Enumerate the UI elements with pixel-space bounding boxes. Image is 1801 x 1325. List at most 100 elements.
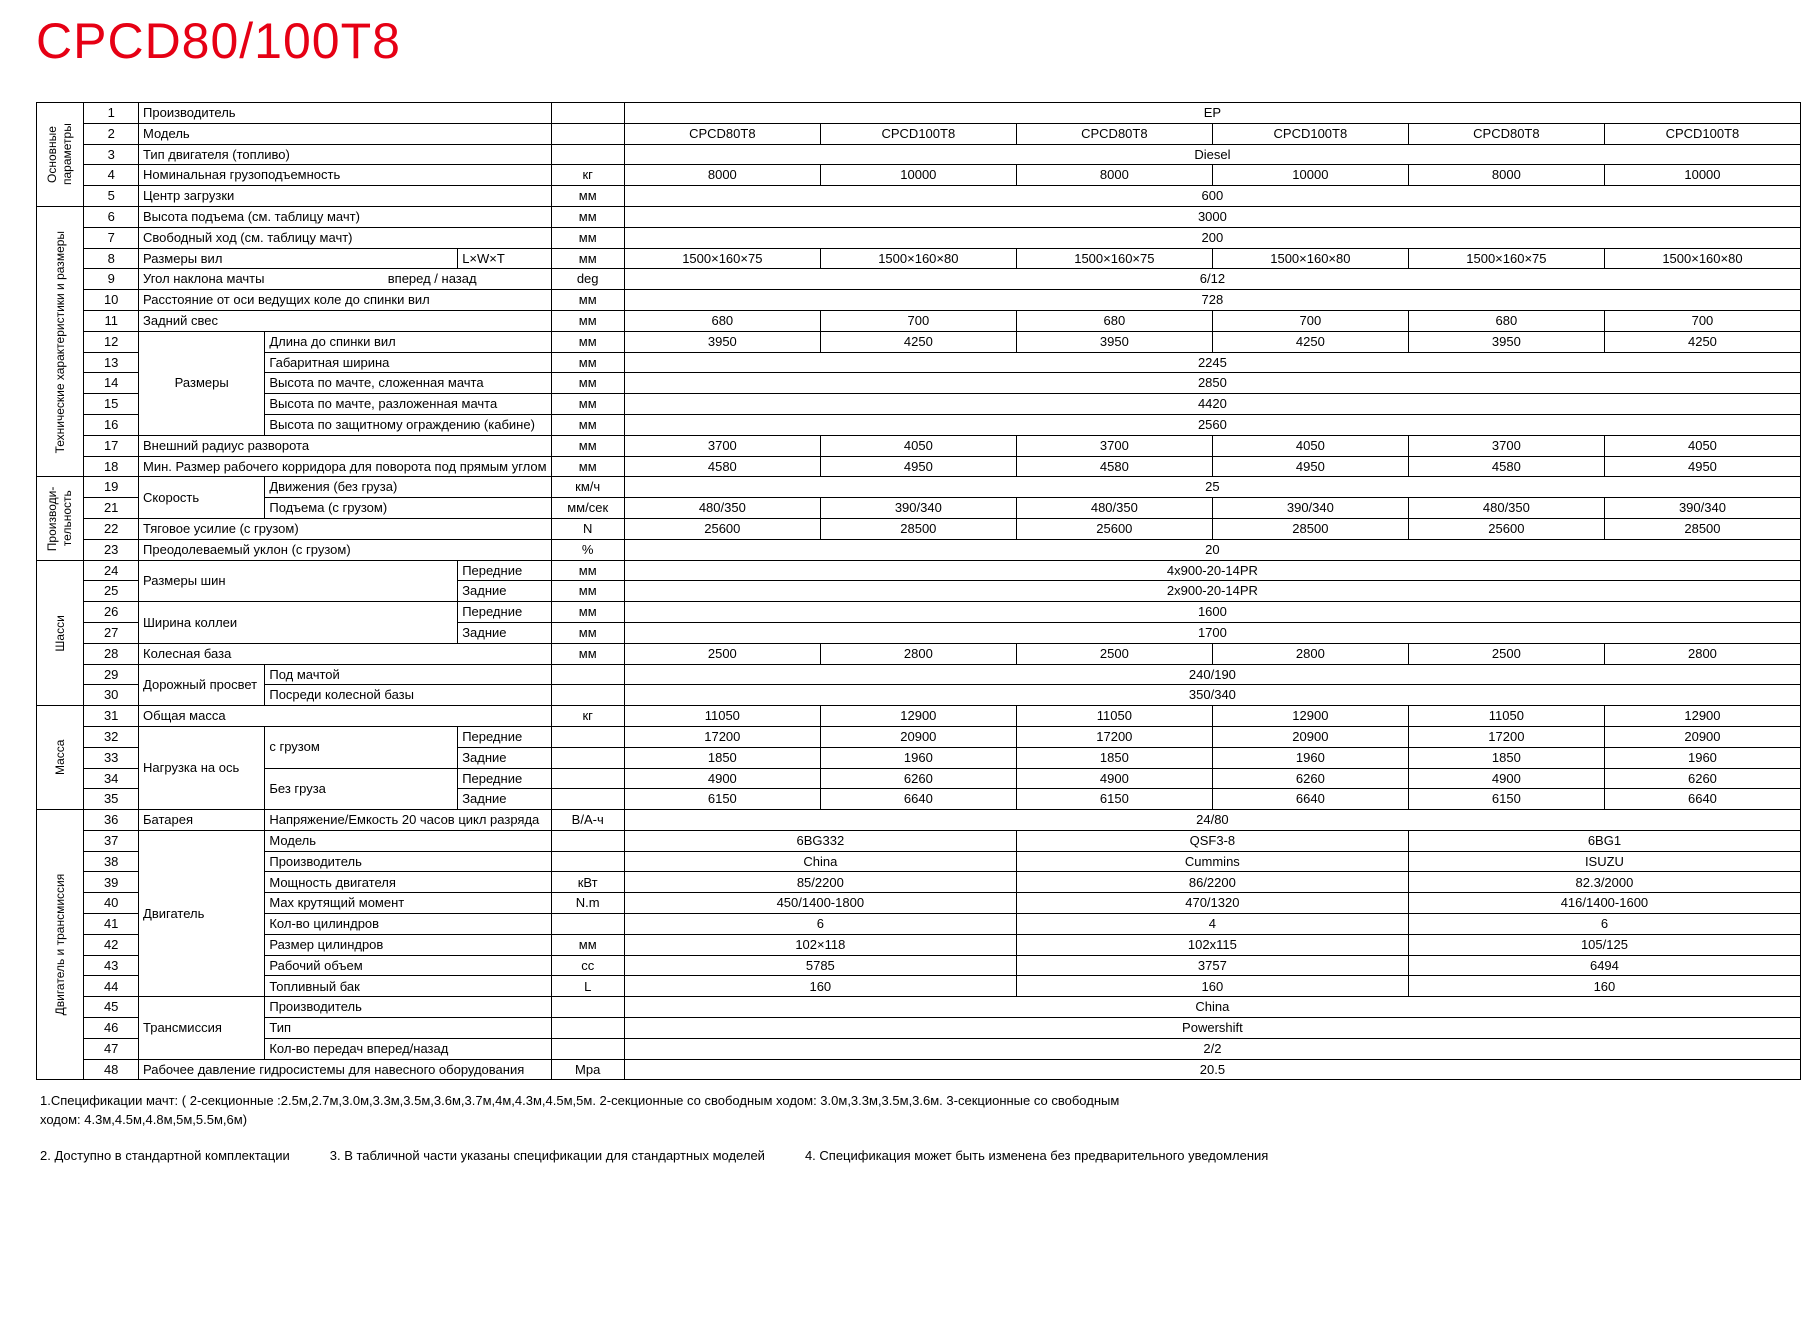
value-cell: 25600 — [1015, 517, 1213, 540]
value-cell: CPCD100T8 — [1211, 122, 1409, 145]
unit-cell — [550, 913, 625, 935]
value-cell: 4580 — [1407, 455, 1605, 478]
value-cell: Diesel — [623, 143, 1801, 166]
table-row: 29 Дорожный просвет Под мачтой 240/190 — [37, 663, 1801, 707]
row-number: 11 — [83, 309, 140, 332]
row-number: 9 — [83, 268, 140, 291]
unit-cell: мм — [550, 413, 625, 436]
value-cell: 10000 — [1211, 164, 1409, 187]
unit-cell: N.m — [550, 892, 625, 915]
parameter-cell: Задний свес — [138, 309, 552, 332]
parameter-cell: L×W×T — [457, 247, 552, 270]
value-cell: 450/1400-1800 — [623, 892, 1017, 915]
table-row: 15 Высота по мачте, разложенная мачта мм 44… — [37, 393, 1801, 415]
parameter-cell: Размеры вил — [138, 247, 459, 270]
parameter-cell: Свободный ход (см. таблицу мачт) — [138, 226, 552, 249]
group-label-cell: Технические характеристики и размеры — [35, 205, 85, 478]
unit-cell: км/ч — [550, 476, 625, 499]
row-number: 45 — [83, 996, 140, 1019]
parameter-cell: Центр загрузки — [138, 185, 552, 207]
value-cell: 102x115 — [1015, 933, 1409, 956]
value-cell: 1500×160×80 — [1211, 247, 1409, 270]
unit-cell — [550, 788, 625, 811]
table-row: 7 Свободный ход (см. таблицу мачт) мм 200 — [37, 226, 1801, 249]
parameter-cell: Высота подъема (см. таблицу мачт) — [138, 205, 552, 228]
parameter-cell: Производитель — [264, 996, 552, 1019]
table-row: 46 Тип Powershift — [37, 1017, 1801, 1039]
value-cell: 480/350 — [1407, 497, 1605, 519]
row-number: 26 — [83, 601, 140, 623]
parameter-cell: Без груза — [264, 767, 459, 811]
value-cell: 390/340 — [1603, 497, 1801, 519]
row-number: 8 — [83, 247, 140, 270]
parameter-cell: Кол-во цилиндров — [264, 913, 552, 935]
parameter-text-secondary: вперед / назад — [387, 271, 477, 287]
value-cell: 1850 — [1015, 746, 1213, 769]
unit-cell: мм — [550, 434, 625, 457]
table-row: 48 Рабочее давление гидросистемы для наве… — [37, 1058, 1801, 1081]
parameter-cell: Размеры шин — [138, 559, 459, 603]
unit-cell: L — [550, 975, 625, 998]
value-cell: 2/2 — [623, 1037, 1801, 1060]
parameter-cell: Трансмиссия — [138, 996, 266, 1060]
value-cell: 1850 — [1407, 746, 1605, 769]
row-number: 3 — [83, 143, 140, 166]
unit-cell: N — [550, 517, 625, 540]
value-cell: 680 — [1407, 309, 1605, 332]
value-cell: 2800 — [1603, 642, 1801, 665]
unit-cell: мм — [550, 393, 625, 415]
value-cell: 390/340 — [1211, 497, 1409, 519]
table-row: 4 Номинальная грузоподъемность кг 8000 10000… — [37, 164, 1801, 187]
value-cell: 5785 — [623, 954, 1017, 977]
value-cell: 4580 — [1015, 455, 1213, 478]
row-number: 16 — [83, 413, 140, 436]
row-number: 48 — [83, 1058, 140, 1081]
group-label-cell: Масса — [35, 705, 85, 811]
value-cell: 6 — [623, 913, 1017, 935]
spec-table: Основные параметры 1 Производитель EP 2 Модел… — [35, 102, 1801, 1081]
unit-cell: deg — [550, 268, 625, 291]
footnotes: 1.Спецификации мачт: ( 2-секционные :2.5… — [40, 1092, 1801, 1130]
parameter-cell: Модель — [138, 122, 552, 145]
value-cell: China — [623, 996, 1801, 1019]
value-cell: 4x900-20-14PR — [623, 559, 1801, 582]
parameter-cell: Скорость — [138, 476, 266, 519]
value-cell: Powershift — [623, 1017, 1801, 1039]
row-number: 36 — [83, 809, 140, 831]
value-cell: 4420 — [623, 393, 1801, 415]
parameter-cell: Мин. Размер рабочего корридора для повор… — [138, 455, 552, 478]
value-cell: 1960 — [1211, 746, 1409, 769]
table-row: 23 Преодолеваемый уклон (с грузом)% 20 — [37, 538, 1801, 561]
value-cell: 4250 — [819, 330, 1017, 353]
value-cell: 1500×160×75 — [623, 247, 821, 270]
parameter-cell: Задние — [457, 788, 552, 811]
group-label-cell: Двигатель и трансмиссия — [35, 809, 85, 1081]
table-row: Технические характеристики и размеры 6 Выс… — [35, 205, 1801, 478]
row-number: 44 — [83, 975, 140, 998]
value-cell: 25600 — [623, 517, 821, 540]
value-cell: CPCD80T8 — [1407, 122, 1605, 145]
value-cell: 4580 — [623, 455, 821, 478]
parameter-cell: Задние — [457, 621, 552, 644]
parameter-cell: Размер цилиндров — [264, 933, 552, 956]
value-cell: 4050 — [1603, 434, 1801, 457]
parameter-cell: с грузом — [264, 725, 459, 769]
value-cell: 20900 — [819, 725, 1017, 748]
value-cell: 480/350 — [1015, 497, 1213, 519]
parameter-text: Угол наклона мачты — [143, 271, 265, 287]
value-cell: CPCD80T8 — [1015, 122, 1213, 145]
value-cell: 8000 — [623, 164, 821, 187]
value-cell: 6260 — [1603, 767, 1801, 790]
parameter-cell: Передние — [457, 601, 552, 623]
value-cell: 11050 — [623, 705, 821, 727]
parameter-cell: Модель — [264, 829, 552, 852]
row-number: 31 — [83, 705, 140, 727]
value-cell: 20 — [623, 538, 1801, 561]
value-cell: 6/12 — [623, 268, 1801, 291]
value-cell: 86/2200 — [1015, 871, 1409, 894]
row-number: 4 — [83, 164, 140, 187]
value-cell: 2850 — [623, 372, 1801, 395]
row-number: 30 — [83, 684, 140, 707]
table-row: 8 Размеры вил L×W×T мм 1500×160×75 1500×160×8… — [37, 247, 1801, 270]
row-number: 23 — [83, 538, 140, 561]
